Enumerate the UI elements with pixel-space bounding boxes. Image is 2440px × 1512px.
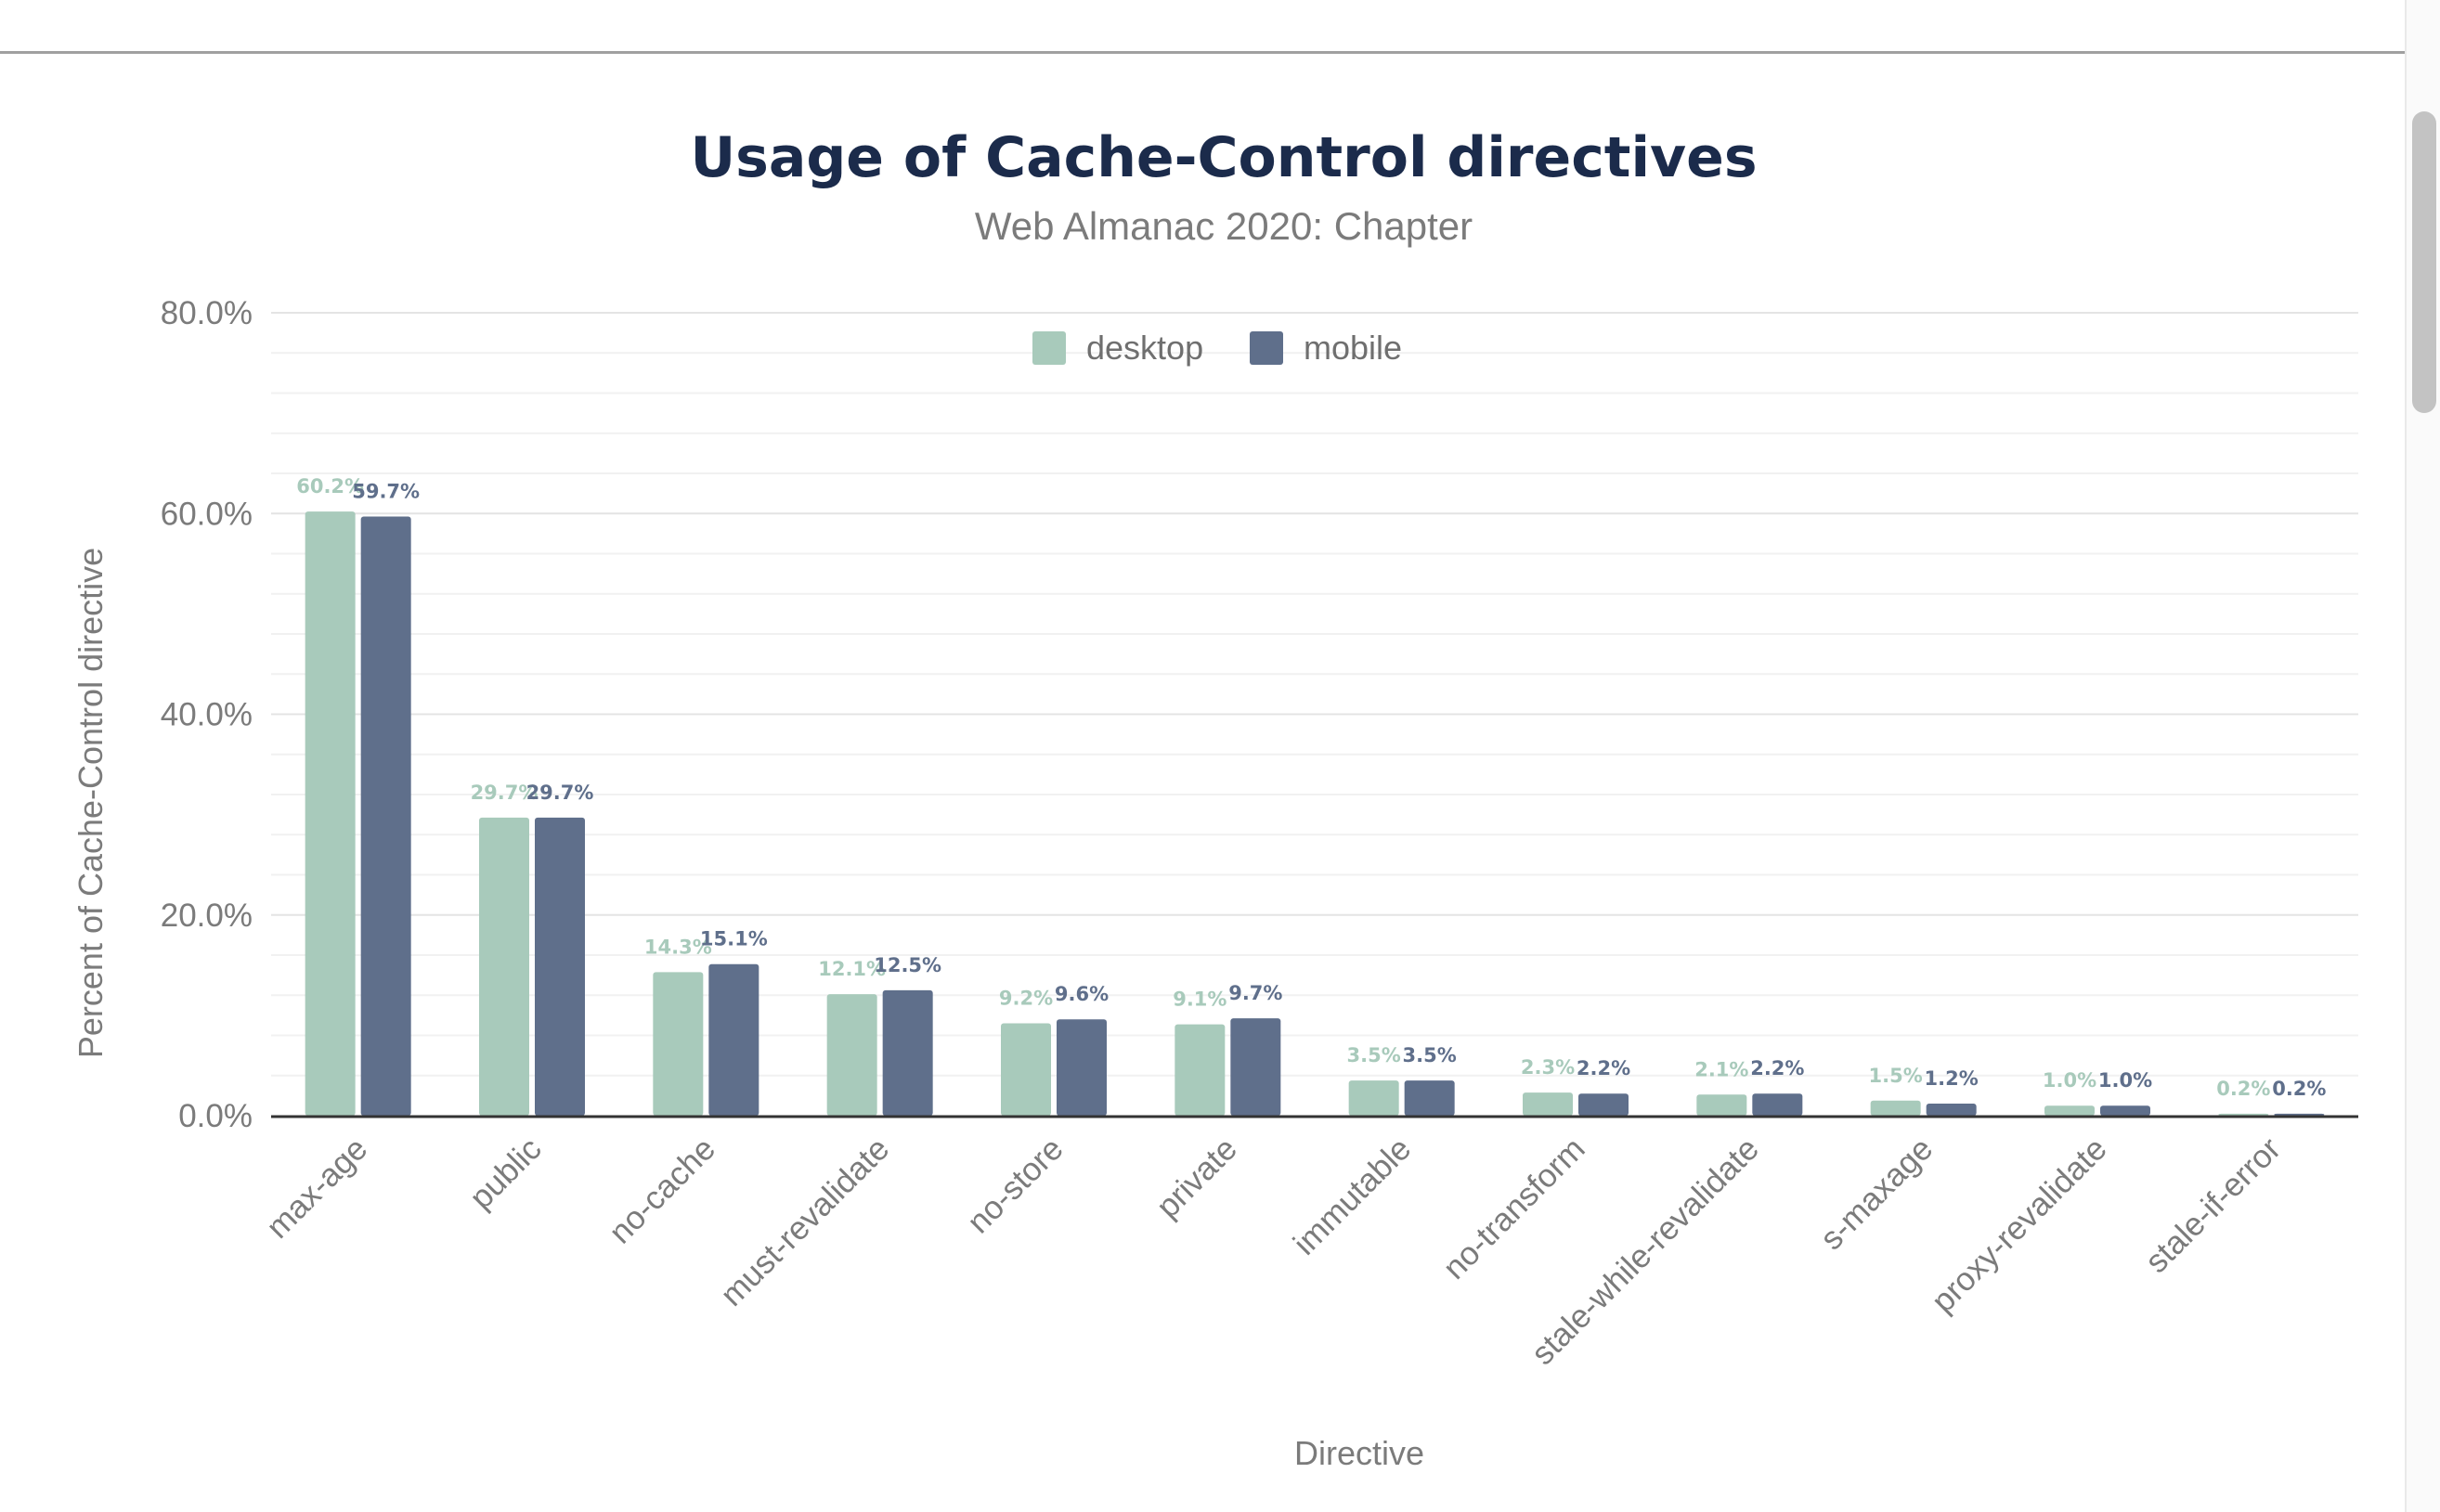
x-tick-label-private: private — [1149, 1131, 1244, 1225]
data-label-mobile-public: 29.7% — [526, 782, 594, 804]
data-label-desktop-proxy-revalidate: 1.0% — [2043, 1069, 2096, 1092]
legend: desktop mobile — [1032, 329, 1402, 367]
bar-desktop-no-cache[interactable] — [653, 972, 704, 1116]
scrollbar-thumb[interactable] — [2412, 111, 2436, 413]
bar-mobile-no-cache[interactable] — [708, 963, 759, 1116]
vertical-scrollbar[interactable] — [2405, 0, 2440, 1512]
data-label-mobile-must-revalidate: 12.5% — [874, 954, 941, 976]
x-tick-label-no-transform: no-transform — [1436, 1131, 1592, 1286]
data-label-desktop-s-maxage: 1.5% — [1869, 1065, 1923, 1087]
data-label-mobile-no-store: 9.6% — [1055, 983, 1109, 1005]
gridlines — [271, 312, 2358, 1077]
data-label-mobile-no-cache: 15.1% — [700, 928, 768, 950]
data-label-desktop-stale-while-revalidate: 2.1% — [1694, 1058, 1748, 1080]
top-table-strip — [0, 0, 2405, 54]
data-label-desktop-private: 9.1% — [1173, 989, 1226, 1011]
x-tick-label-max-age: max-age — [259, 1131, 374, 1246]
y-axis-label: Percent of Cache-Control directive — [71, 548, 110, 1058]
bar-mobile-no-store[interactable] — [1057, 1019, 1107, 1116]
x-tick-label-must-revalidate: must-revalidate — [714, 1131, 897, 1313]
bar-desktop-stale-while-revalidate[interactable] — [1696, 1094, 1747, 1116]
data-label-mobile-max-age: 59.7% — [352, 480, 420, 502]
bar-mobile-no-transform[interactable] — [1578, 1093, 1629, 1116]
x-tick-label-proxy-revalidate: proxy-revalidate — [1925, 1131, 2114, 1320]
data-label-desktop-stale-if-error: 0.2% — [2216, 1078, 2270, 1100]
chart-title: Usage of Cache-Control directives — [690, 125, 1757, 190]
bar-mobile-public[interactable] — [535, 817, 585, 1116]
y-tick-label: 20.0% — [161, 898, 253, 934]
legend-label-mobile: mobile — [1304, 329, 1402, 367]
bar-desktop-proxy-revalidate[interactable] — [2044, 1105, 2095, 1116]
bar-mobile-proxy-revalidate[interactable] — [2100, 1105, 2150, 1116]
bar-desktop-no-store[interactable] — [1001, 1023, 1051, 1116]
data-label-mobile-stale-if-error: 0.2% — [2272, 1078, 2326, 1100]
data-label-mobile-private: 9.7% — [1228, 982, 1282, 1004]
data-label-desktop-must-revalidate: 12.1% — [818, 958, 886, 980]
x-tick-label-no-cache: no-cache — [603, 1131, 722, 1250]
bar-desktop-no-transform[interactable] — [1523, 1092, 1573, 1116]
data-label-mobile-stale-while-revalidate: 2.2% — [1750, 1057, 1804, 1079]
bar-mobile-private[interactable] — [1230, 1018, 1281, 1116]
legend-item-desktop[interactable]: desktop — [1032, 329, 1203, 367]
legend-swatch-desktop — [1032, 331, 1066, 365]
y-tick-label: 60.0% — [161, 496, 253, 532]
bar-desktop-must-revalidate[interactable] — [826, 994, 877, 1116]
data-label-desktop-no-transform: 2.3% — [1521, 1056, 1575, 1079]
x-tick-label-no-store: no-store — [960, 1131, 1070, 1240]
bar-desktop-stale-if-error[interactable] — [2218, 1113, 2269, 1116]
bar-mobile-max-age[interactable] — [360, 516, 411, 1116]
y-tick-label: 0.0% — [178, 1098, 253, 1134]
data-label-desktop-no-store: 9.2% — [999, 988, 1053, 1010]
legend-item-mobile[interactable]: mobile — [1250, 329, 1402, 367]
bar-mobile-must-revalidate[interactable] — [882, 989, 933, 1116]
bar-desktop-public[interactable] — [479, 817, 529, 1116]
x-tick-label-s-maxage: s-maxage — [1813, 1131, 1940, 1257]
y-tick-label: 40.0% — [161, 697, 253, 733]
data-label-mobile-s-maxage: 1.2% — [1925, 1067, 1979, 1090]
bar-mobile-stale-while-revalidate[interactable] — [1752, 1093, 1803, 1116]
data-label-mobile-no-transform: 2.2% — [1577, 1057, 1630, 1079]
bar-desktop-private[interactable] — [1175, 1024, 1226, 1116]
legend-swatch-mobile — [1250, 331, 1283, 365]
data-label-mobile-immutable: 3.5% — [1403, 1044, 1457, 1066]
x-tick-label-stale-if-error: stale-if-error — [2138, 1131, 2288, 1280]
data-labels: 60.2%59.7% 29.7%29.7% 14.3%15.1% 12.1%12.5%… — [296, 475, 2326, 1100]
data-label-desktop-no-cache: 14.3% — [644, 936, 712, 958]
bar-mobile-stale-if-error[interactable] — [2274, 1113, 2325, 1116]
bar-desktop-s-maxage[interactable] — [1870, 1100, 1921, 1116]
bar-mobile-immutable[interactable] — [1404, 1080, 1455, 1116]
data-label-desktop-public: 29.7% — [471, 782, 539, 804]
bar-desktop-max-age[interactable] — [305, 511, 356, 1116]
data-label-desktop-max-age: 60.2% — [296, 475, 364, 498]
bar-mobile-s-maxage[interactable] — [1926, 1104, 1977, 1116]
y-tick-label: 80.0% — [161, 295, 253, 331]
y-axis-ticks: 0.0% 20.0% 40.0% 60.0% 80.0% — [161, 295, 253, 1134]
data-label-desktop-immutable: 3.5% — [1347, 1044, 1401, 1066]
x-tick-label-public: public — [462, 1131, 548, 1216]
bar-desktop-immutable[interactable] — [1348, 1080, 1399, 1116]
data-label-mobile-proxy-revalidate: 1.0% — [2098, 1069, 2152, 1092]
legend-label-desktop: desktop — [1086, 329, 1203, 367]
x-tick-label-immutable: immutable — [1287, 1131, 1419, 1262]
chart-subtitle: Web Almanac 2020: Chapter — [975, 204, 1473, 248]
bars — [305, 511, 2325, 1116]
x-axis-label: Directive — [1294, 1434, 1424, 1472]
